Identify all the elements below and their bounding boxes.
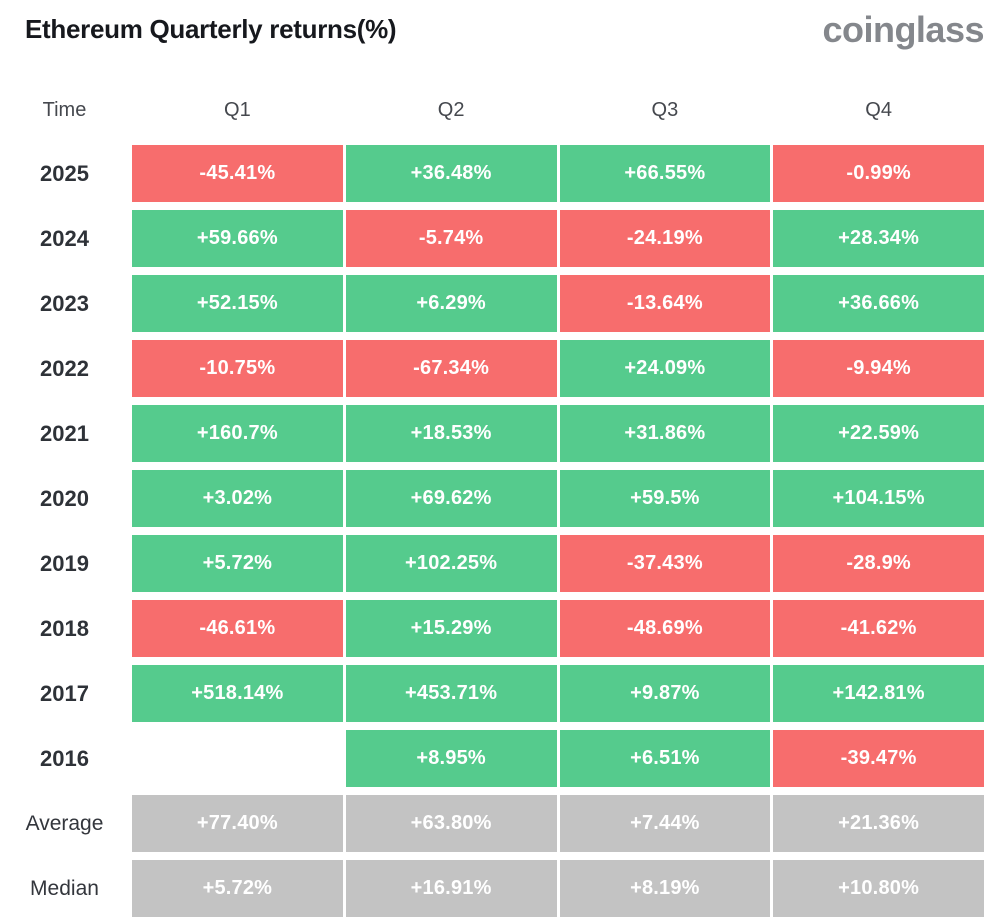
- return-cell: -46.61%: [132, 600, 343, 657]
- return-cell: +69.62%: [345, 470, 557, 527]
- return-cell: -48.69%: [559, 600, 771, 657]
- page-title: Ethereum Quarterly returns(%): [25, 14, 397, 44]
- return-cell: -41.62%: [773, 600, 984, 657]
- return-cell: +5.72%: [132, 535, 343, 592]
- return-cell: [132, 730, 343, 787]
- column-header-time: Time: [42, 98, 87, 121]
- return-cell: -5.74%: [345, 210, 557, 267]
- row-label: 2017: [40, 680, 89, 706]
- returns-table: 2025 -45.41% +36.48% +66.55% -0.99% 2024 +59.6…: [0, 145, 984, 917]
- column-header-row: Time Q1 Q2 Q3 Q4: [0, 95, 984, 125]
- return-cell: +8.19%: [559, 860, 771, 917]
- return-cell: +16.91%: [345, 860, 557, 917]
- return-cell: +22.59%: [773, 405, 984, 462]
- return-cell: -37.43%: [559, 535, 771, 592]
- row-label: 2022: [40, 355, 89, 381]
- return-cell: -45.41%: [132, 145, 343, 202]
- row-label: 2021: [40, 420, 89, 446]
- return-cell: +77.40%: [132, 795, 343, 852]
- return-cell: +5.72%: [132, 860, 343, 917]
- column-header-q1: Q1: [224, 98, 251, 121]
- return-cell: +59.5%: [559, 470, 771, 527]
- return-cell: +15.29%: [345, 600, 557, 657]
- return-cell: +6.29%: [345, 275, 557, 332]
- return-cell: +104.15%: [773, 470, 984, 527]
- row-label: 2024: [40, 225, 89, 251]
- return-cell: +160.7%: [132, 405, 343, 462]
- return-cell: +8.95%: [345, 730, 557, 787]
- return-cell: +102.25%: [345, 535, 557, 592]
- return-cell: +21.36%: [773, 795, 984, 852]
- row-label: Average: [25, 811, 104, 835]
- return-cell: +63.80%: [345, 795, 557, 852]
- return-cell: -24.19%: [559, 210, 771, 267]
- return-cell: -13.64%: [559, 275, 771, 332]
- return-cell: +6.51%: [559, 730, 771, 787]
- return-cell: +142.81%: [773, 665, 984, 722]
- return-cell: +36.66%: [773, 275, 984, 332]
- column-header-q2: Q2: [437, 98, 465, 121]
- return-cell: +518.14%: [132, 665, 343, 722]
- return-cell: +28.34%: [773, 210, 984, 267]
- column-header-q3: Q3: [651, 98, 679, 121]
- return-cell: -28.9%: [773, 535, 984, 592]
- row-label: 2025: [40, 160, 89, 186]
- row-label: 2019: [40, 550, 89, 576]
- return-cell: -39.47%: [773, 730, 984, 787]
- return-cell: -10.75%: [132, 340, 343, 397]
- return-cell: -9.94%: [773, 340, 984, 397]
- row-label: 2023: [40, 290, 89, 316]
- return-cell: +18.53%: [345, 405, 557, 462]
- column-header-q4: Q4: [865, 98, 892, 121]
- return-cell: +36.48%: [345, 145, 557, 202]
- return-cell: +3.02%: [132, 470, 343, 527]
- row-label: Median: [30, 876, 99, 900]
- return-cell: -67.34%: [345, 340, 557, 397]
- return-cell: +10.80%: [773, 860, 984, 917]
- return-cell: -0.99%: [773, 145, 984, 202]
- return-cell: +59.66%: [132, 210, 343, 267]
- return-cell: +453.71%: [345, 665, 557, 722]
- coinglass-logo: coinglass: [822, 9, 984, 50]
- header: Ethereum Quarterly returns(%) coinglass: [0, 0, 1000, 56]
- row-label: 2018: [40, 615, 89, 641]
- row-label: 2016: [40, 745, 89, 771]
- return-cell: +31.86%: [559, 405, 771, 462]
- return-cell: +66.55%: [559, 145, 771, 202]
- row-label: 2020: [40, 485, 89, 511]
- return-cell: +24.09%: [559, 340, 771, 397]
- return-cell: +52.15%: [132, 275, 343, 332]
- return-cell: +7.44%: [559, 795, 771, 852]
- return-cell: +9.87%: [559, 665, 771, 722]
